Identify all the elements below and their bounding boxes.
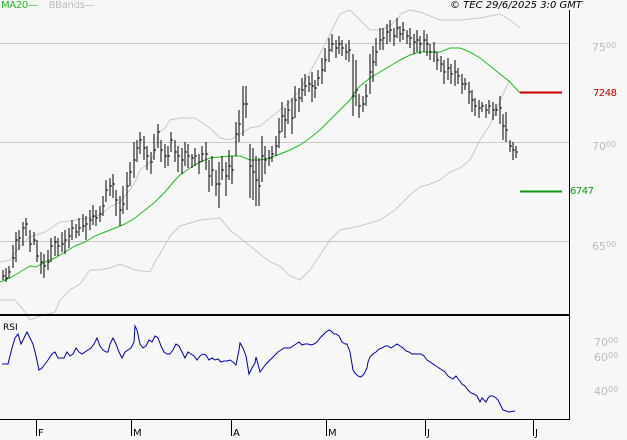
support-label: 6747 <box>570 186 594 197</box>
rsi-line <box>2 324 516 413</box>
ma20-line <box>0 47 521 283</box>
price-label-6500: 6500 <box>592 240 617 253</box>
bollinger-bands <box>0 9 521 321</box>
month-label-mar: M <box>133 428 142 439</box>
chart-legend: MA20— BBands— <box>1 0 95 12</box>
gridlines <box>0 43 569 242</box>
month-label-feb: F <box>38 428 44 439</box>
copyright-timestamp: © TEC 29/6/2025 3:0 GMT <box>450 0 582 11</box>
month-label-jun: J <box>427 428 430 439</box>
rsi-title: RSI <box>3 323 18 333</box>
x-axis-ticks <box>36 420 534 436</box>
month-label-apr: A <box>233 428 240 439</box>
legend-ma20: MA20— <box>1 0 38 11</box>
month-label-jul: J <box>535 428 538 439</box>
resistance-label: 7248 <box>593 88 617 99</box>
panel-borders <box>0 10 570 420</box>
rsi-label-60: 6000 <box>594 351 619 364</box>
price-bars <box>2 18 518 282</box>
price-label-7000: 7000 <box>592 140 617 153</box>
price-label-7500: 7500 <box>592 41 617 54</box>
month-label-may: M <box>328 428 337 439</box>
legend-bbands: BBands— <box>48 0 95 11</box>
rsi-label-70: 7000 <box>594 336 619 349</box>
rsi-label-40: 4000 <box>594 385 619 398</box>
